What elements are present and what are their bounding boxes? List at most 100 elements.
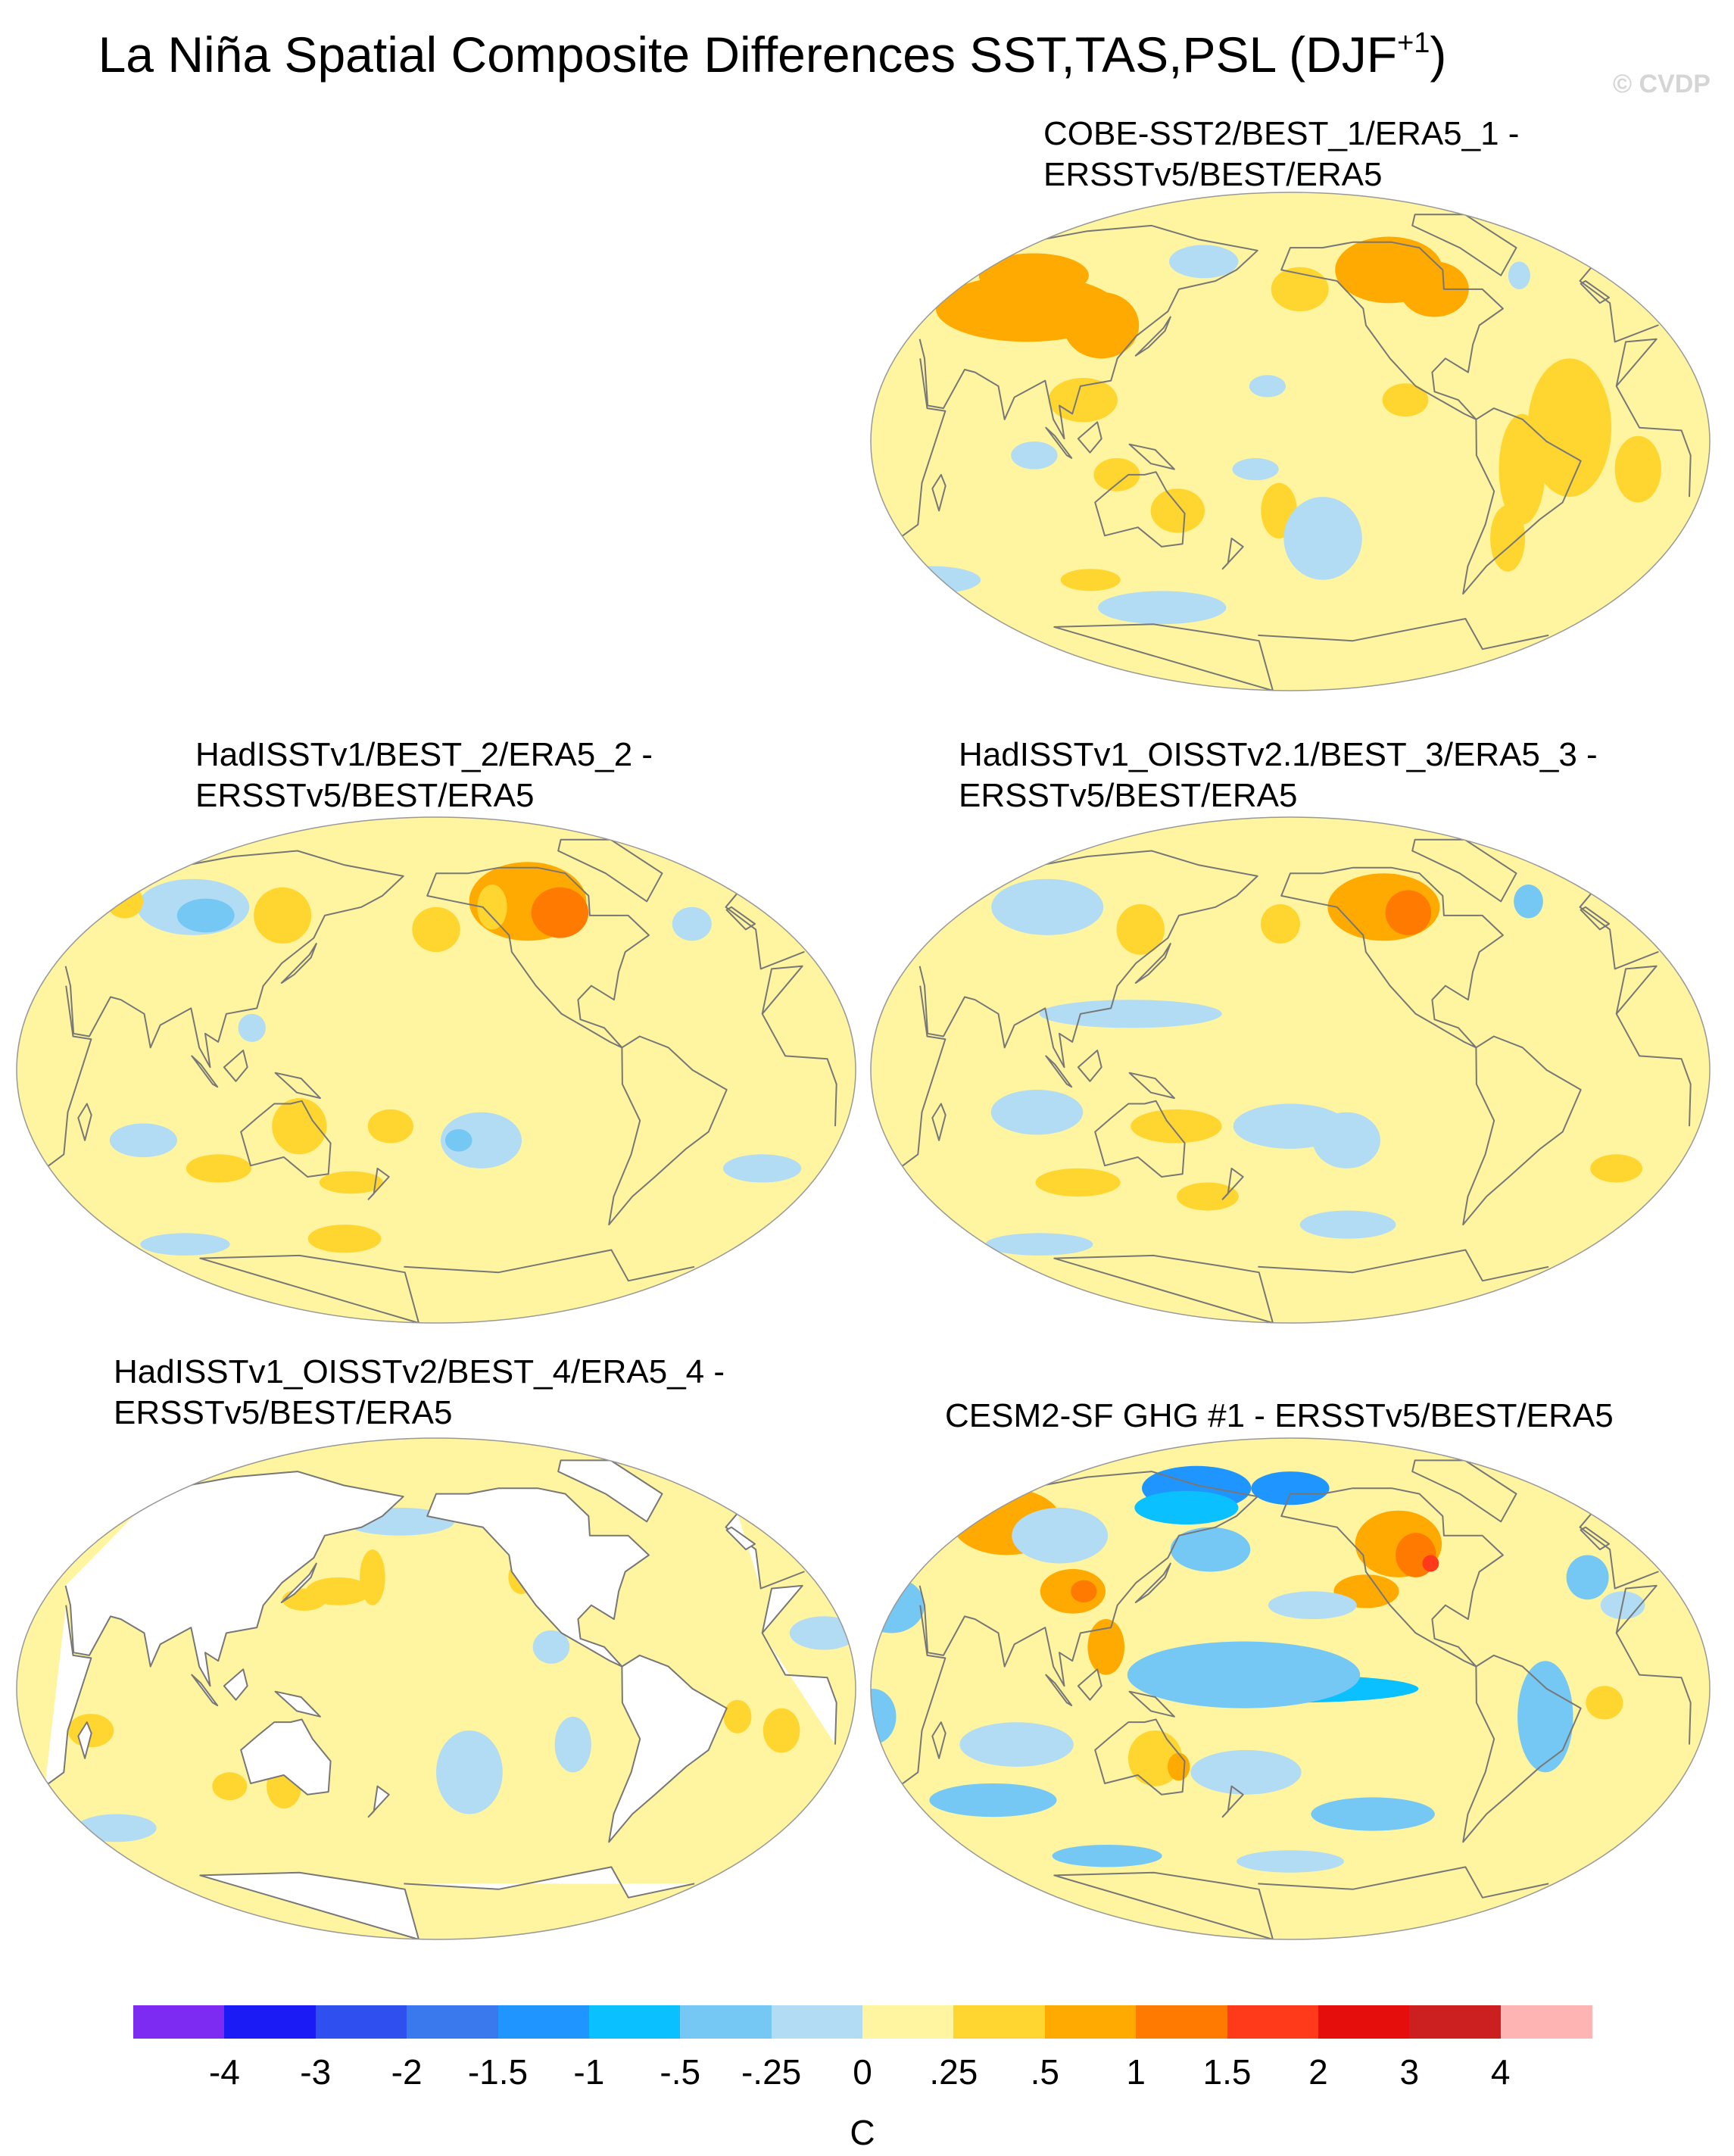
coastline-antarctica [1053,1866,1549,1939]
panel-5-map [870,1437,1711,1940]
coastline-madagascar [77,1103,92,1141]
coastline-namerica [1280,1487,1504,1668]
anomaly-patch [554,1716,591,1773]
coastline-newguinea [1128,443,1175,470]
coastlines [898,1459,1692,1939]
coastline-antarctica [1053,618,1549,691]
anomaly-patch [1012,1507,1109,1564]
coastline-samerica [1462,407,1582,595]
panel-2-title-line1: HadISSTv1/BEST_2/ERA5_2 - [195,736,653,773]
anomaly-patch [1087,1619,1124,1675]
anomaly-patch [1071,1580,1097,1602]
panel-3-title: HadISSTv1_OISSTv2.1/BEST_3/ERA5_3 - ERSST… [959,735,1598,816]
colorbar-swatch [1318,2005,1410,2039]
anomaly-patch [1060,569,1121,591]
coastline-sumatra [191,1055,219,1088]
coastline-japan [280,1562,317,1603]
panel-3-title-line2: ERSSTv5/BEST/ERA5 [959,777,1298,814]
anomaly-patch [1190,1749,1302,1795]
coastlines [44,838,837,1323]
coastline-madagascar [77,1721,92,1759]
anomaly-patch [1039,1000,1222,1028]
anomaly-patch [1237,1850,1344,1873]
credit-text: © CVDP [1613,70,1711,98]
coastline-uk [725,906,756,931]
colorbar-swatch [1227,2005,1319,2039]
colorbar-tick-label: -.25 [741,2052,802,2092]
anomaly-patch [307,1225,382,1253]
coastline-greenland [1411,214,1517,276]
coastline-madagascar [931,1103,947,1141]
panel-2-title: HadISSTv1/BEST_2/ERA5_2 - ERSSTv5/BEST/ER… [195,735,653,816]
anomaly-patch [1283,497,1362,580]
coastline-antarctica [199,1249,695,1323]
panel-2-map [16,816,856,1324]
coastline-borneo [1077,1668,1102,1701]
figure-title-close: ) [1430,27,1447,83]
panel-1-title-line2: ERSSTv5/BEST/ERA5 [1043,156,1383,193]
coastline-borneo [1077,1050,1102,1082]
colorbar-swatch [862,2005,954,2039]
colorbar-tick-label: 4 [1490,2052,1511,2092]
anomaly-patch [723,1699,752,1733]
colorbar-tick-label: -1.5 [467,2052,529,2092]
anomaly-patch [1170,1527,1251,1572]
coastline-samerica [608,1035,728,1226]
anomaly-patch [1169,245,1239,279]
coastline-newguinea [1128,1690,1175,1718]
coastline-uk [1580,1526,1610,1551]
anomaly-patch [1127,1641,1361,1708]
colorbar-swatch [497,2005,590,2039]
coastline-newzealand [1221,1167,1244,1200]
anomaly-patch [1011,441,1058,470]
panel-4-title: HadISSTv1_OISSTv2/BEST_4/ERA5_4 - ERSSTv5… [114,1352,725,1434]
colorbar-swatch [680,2005,772,2039]
anomaly-patch [991,878,1104,935]
anomaly-patch [477,885,507,930]
anomaly-patch [109,1123,177,1158]
coastline-greenland [1411,838,1517,903]
map-background [17,817,856,1323]
anomaly-patch [532,1630,570,1664]
anomaly-patch [1035,1168,1121,1197]
anomaly-patch [1168,1752,1190,1781]
panel-5-title-line1: CESM2-SF GHG #1 - ERSSTv5/BEST/ERA5 [945,1397,1614,1434]
figure-title-main: La Niña Spatial Composite Differences SS… [98,27,1398,83]
panel-4-map [16,1437,856,1940]
anomaly-patch [1499,413,1545,525]
map-border [870,192,1711,691]
map-background [871,817,1710,1323]
panel-1-title-line1: COBE-SST2/BEST_1/ERA5_1 - [1043,115,1520,152]
coastline-newguinea [274,1690,321,1718]
anomaly-patch [1150,488,1205,533]
anomaly-field [985,873,1642,1256]
anomaly-patch [254,887,312,944]
colorbar-tick-label: -2 [391,2052,423,2092]
anomaly-patch [1385,890,1431,935]
colorbar-swatch [1136,2005,1227,2039]
colorbar-swatch [771,2005,863,2039]
anomaly-field [67,1507,856,1842]
coastline-japan [1134,316,1171,357]
anomaly-patch [1093,458,1140,491]
coastline-australia [240,1718,332,1796]
coastline-namerica [1280,241,1504,420]
coastline-namerica [1280,866,1504,1049]
coastline-africa [898,338,1692,539]
coastline-eurasia [64,850,805,1069]
coastline-newzealand [1221,1785,1244,1818]
anomaly-patch [1251,1471,1330,1505]
map-border [16,1437,856,1940]
anomaly-patch [1490,505,1526,572]
colorbar-swatch [133,2005,225,2039]
coastline-australia [1094,1718,1186,1796]
map-border [870,1437,1711,1940]
coastline-japan [1134,1562,1171,1603]
anomaly-patch [1271,267,1329,312]
anomaly-patch [1382,383,1429,417]
coastline-eurasia [918,850,1659,1069]
coastline-eurasia [918,1471,1659,1687]
coastline-namerica [426,866,650,1049]
colorbar-tick-label: .25 [929,2052,978,2092]
coastline-greenland [1411,1459,1517,1523]
